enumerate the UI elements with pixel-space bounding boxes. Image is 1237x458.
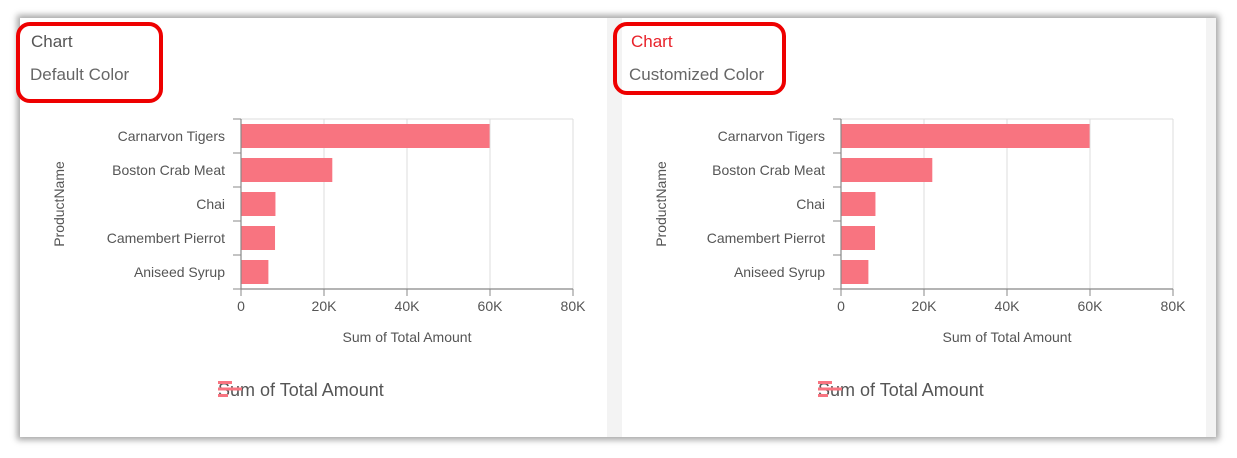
bar xyxy=(241,124,490,148)
chart-title: Chart xyxy=(31,32,73,51)
bar-chart-icon xyxy=(218,381,242,397)
x-tick-label: 40K xyxy=(395,298,421,314)
category-label: Aniseed Syrup xyxy=(734,264,825,280)
category-label: Boston Crab Meat xyxy=(712,162,825,178)
chart-legend[interactable]: Sum of Total Amount xyxy=(818,380,984,401)
legend-label: Sum of Total Amount xyxy=(818,380,984,400)
highlight-box-customized xyxy=(613,22,786,95)
bar xyxy=(241,226,276,250)
chart-title: Chart xyxy=(631,32,673,51)
x-axis-title: Sum of Total Amount xyxy=(943,329,1072,345)
legend-label: Sum of Total Amount xyxy=(218,380,384,400)
category-label: Chai xyxy=(796,196,825,212)
x-tick-label: 0 xyxy=(837,298,845,314)
chart-panel-default[interactable]: Chart Default Color Carnarvon Tigers Bost… xyxy=(20,18,607,437)
x-tick-label: 60K xyxy=(478,298,504,314)
x-tick-label: 20K xyxy=(912,298,938,314)
bar xyxy=(841,192,876,216)
bar xyxy=(841,158,933,182)
x-tick-label: 20K xyxy=(312,298,338,314)
chart-subtitle: Default Color xyxy=(30,65,130,84)
x-tick-label: 40K xyxy=(995,298,1021,314)
y-axis-title: ProductName xyxy=(51,161,67,247)
bar xyxy=(241,260,269,284)
x-tick-label: 80K xyxy=(1161,298,1187,314)
x-tick-label: 80K xyxy=(561,298,587,314)
bar-chart-icon xyxy=(818,381,842,397)
category-label: Camembert Pierrot xyxy=(707,230,825,246)
x-axis-title: Sum of Total Amount xyxy=(343,329,472,345)
category-label: Boston Crab Meat xyxy=(112,162,225,178)
highlight-box-default xyxy=(16,22,163,103)
category-label: Carnarvon Tigers xyxy=(718,128,825,144)
y-axis-title: ProductName xyxy=(653,161,669,247)
bar xyxy=(841,226,876,250)
bar xyxy=(241,158,333,182)
bar-chart: Carnarvon Tigers Boston Crab Meat Chai Came… xyxy=(51,118,587,345)
bar xyxy=(841,260,869,284)
chart-panel-customized[interactable]: Chart Customized Color Carnarvon Tigers B… xyxy=(622,18,1206,437)
category-label: Aniseed Syrup xyxy=(134,264,225,280)
x-tick-label: 0 xyxy=(237,298,245,314)
bar-chart: Carnarvon Tigers Boston Crab Meat Chai Came… xyxy=(653,118,1187,345)
x-tick-label: 60K xyxy=(1078,298,1104,314)
category-label: Camembert Pierrot xyxy=(107,230,225,246)
category-label: Chai xyxy=(196,196,225,212)
bar xyxy=(841,124,1090,148)
chart-legend[interactable]: Sum of Total Amount xyxy=(218,380,384,401)
bar xyxy=(241,192,276,216)
chart-subtitle: Customized Color xyxy=(629,65,765,84)
category-label: Carnarvon Tigers xyxy=(118,128,225,144)
